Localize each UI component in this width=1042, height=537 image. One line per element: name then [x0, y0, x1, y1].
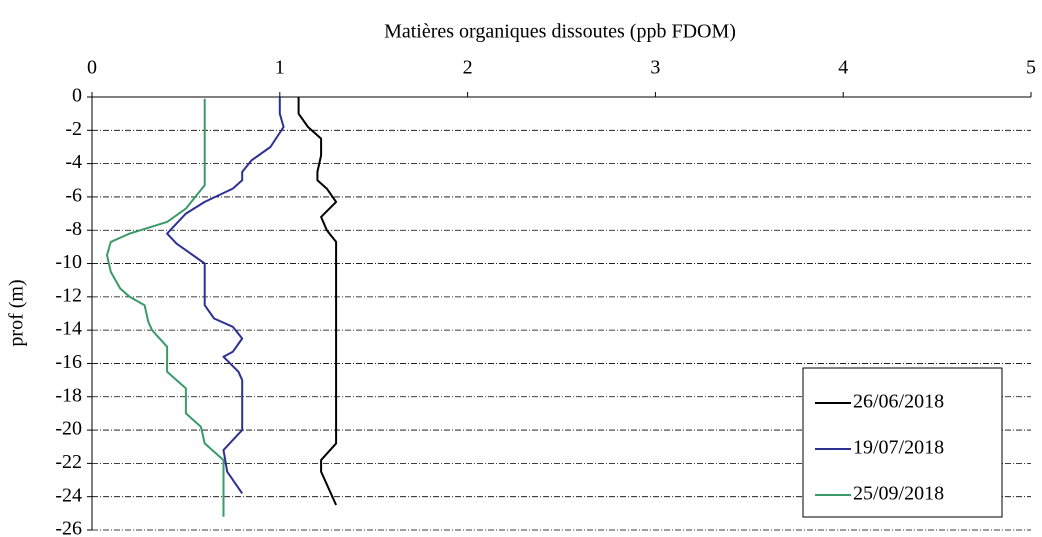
y-tick-label: -2	[65, 118, 82, 140]
x-tick-label: 2	[463, 57, 473, 79]
x-tick-label: 0	[87, 57, 97, 79]
series-line	[297, 97, 338, 506]
chart-title: Matières organiques dissoutes (ppb FDOM)	[384, 21, 736, 43]
legend-box	[802, 367, 1003, 518]
series-line	[106, 98, 225, 517]
x-tick-label: 3	[650, 57, 660, 79]
y-tick-label: -16	[55, 351, 82, 373]
y-tick-label: -14	[55, 318, 82, 340]
y-tick-label: 0	[72, 85, 82, 107]
x-tick-label: 5	[1026, 57, 1036, 79]
y-tick-label: -18	[55, 384, 82, 406]
y-tick-label: -26	[55, 518, 82, 537]
y-axis-label: prof (m)	[6, 279, 28, 346]
legend-label: 25/09/2018	[853, 483, 944, 505]
legend-label: 26/06/2018	[853, 391, 944, 413]
y-tick-label: -6	[65, 185, 82, 207]
x-tick-label: 1	[275, 57, 285, 79]
y-tick-label: -8	[65, 218, 82, 240]
y-tick-label: -24	[55, 484, 82, 506]
y-tick-label: -12	[55, 284, 82, 306]
series-line	[166, 97, 285, 494]
legend-label: 19/07/2018	[853, 437, 944, 459]
y-tick-label: -20	[55, 418, 82, 440]
y-tick-label: -4	[65, 151, 82, 173]
x-tick-label: 4	[838, 57, 848, 79]
y-tick-label: -22	[55, 451, 82, 473]
y-tick-label: -10	[55, 251, 82, 273]
